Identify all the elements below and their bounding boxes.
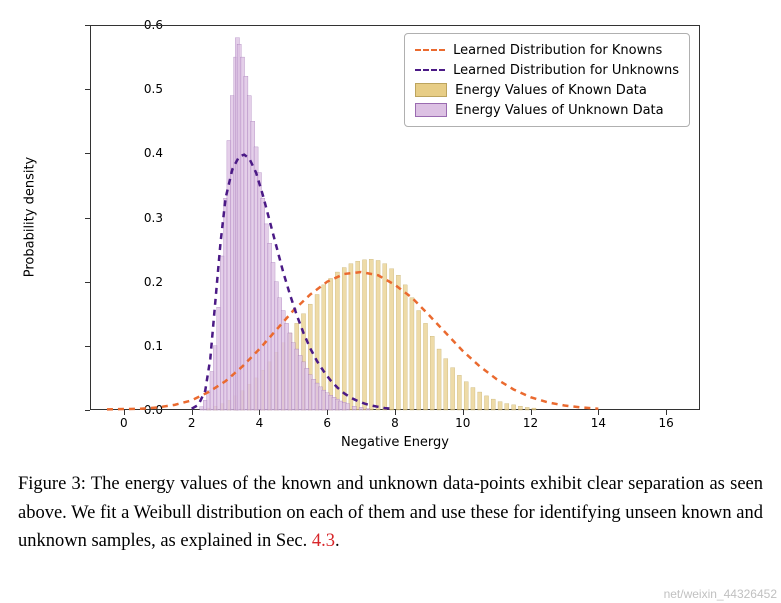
x-tick-label: 14 — [583, 416, 613, 430]
legend-label: Energy Values of Unknown Data — [455, 103, 663, 118]
legend-label: Energy Values of Known Data — [455, 83, 647, 98]
x-tick-label: 12 — [516, 416, 546, 430]
x-tick-label: 8 — [380, 416, 410, 430]
legend-item-unknown-patch: Energy Values of Unknown Data — [415, 100, 679, 120]
figure-caption: Figure 3: The energy values of the known… — [18, 470, 763, 556]
caption-ref: 4.3 — [312, 531, 335, 551]
legend-swatch-patch-unknown — [415, 103, 447, 117]
legend-swatch-patch-known — [415, 83, 447, 97]
figure-page: Probability density Negative Energy 0.00… — [0, 0, 781, 603]
legend-swatch-line-unknown — [415, 69, 445, 71]
x-tick-label: 6 — [312, 416, 342, 430]
x-tick-label: 16 — [651, 416, 681, 430]
legend-item-known-patch: Energy Values of Known Data — [415, 80, 679, 100]
chart-area: Learned Distribution for Knowns Learned … — [90, 25, 700, 410]
legend-label: Learned Distribution for Knowns — [453, 43, 662, 58]
caption-text: The energy values of the known and unkno… — [18, 474, 763, 551]
x-tick-label: 2 — [177, 416, 207, 430]
x-tick-label: 0 — [109, 416, 139, 430]
x-axis-title: Negative Energy — [341, 435, 449, 450]
x-tick-label: 10 — [448, 416, 478, 430]
y-axis-title: Probability density — [23, 157, 38, 278]
caption-suffix: . — [335, 531, 340, 551]
legend-label: Learned Distribution for Unknowns — [453, 63, 679, 78]
legend: Learned Distribution for Knowns Learned … — [404, 33, 690, 127]
legend-item-unknown-line: Learned Distribution for Unknowns — [415, 60, 679, 80]
x-tick-label: 4 — [244, 416, 274, 430]
watermark: net/weixin_44326452 — [664, 587, 777, 601]
legend-item-known-line: Learned Distribution for Knowns — [415, 40, 679, 60]
caption-prefix: Figure 3: — [18, 474, 91, 494]
legend-swatch-line-known — [415, 49, 445, 51]
